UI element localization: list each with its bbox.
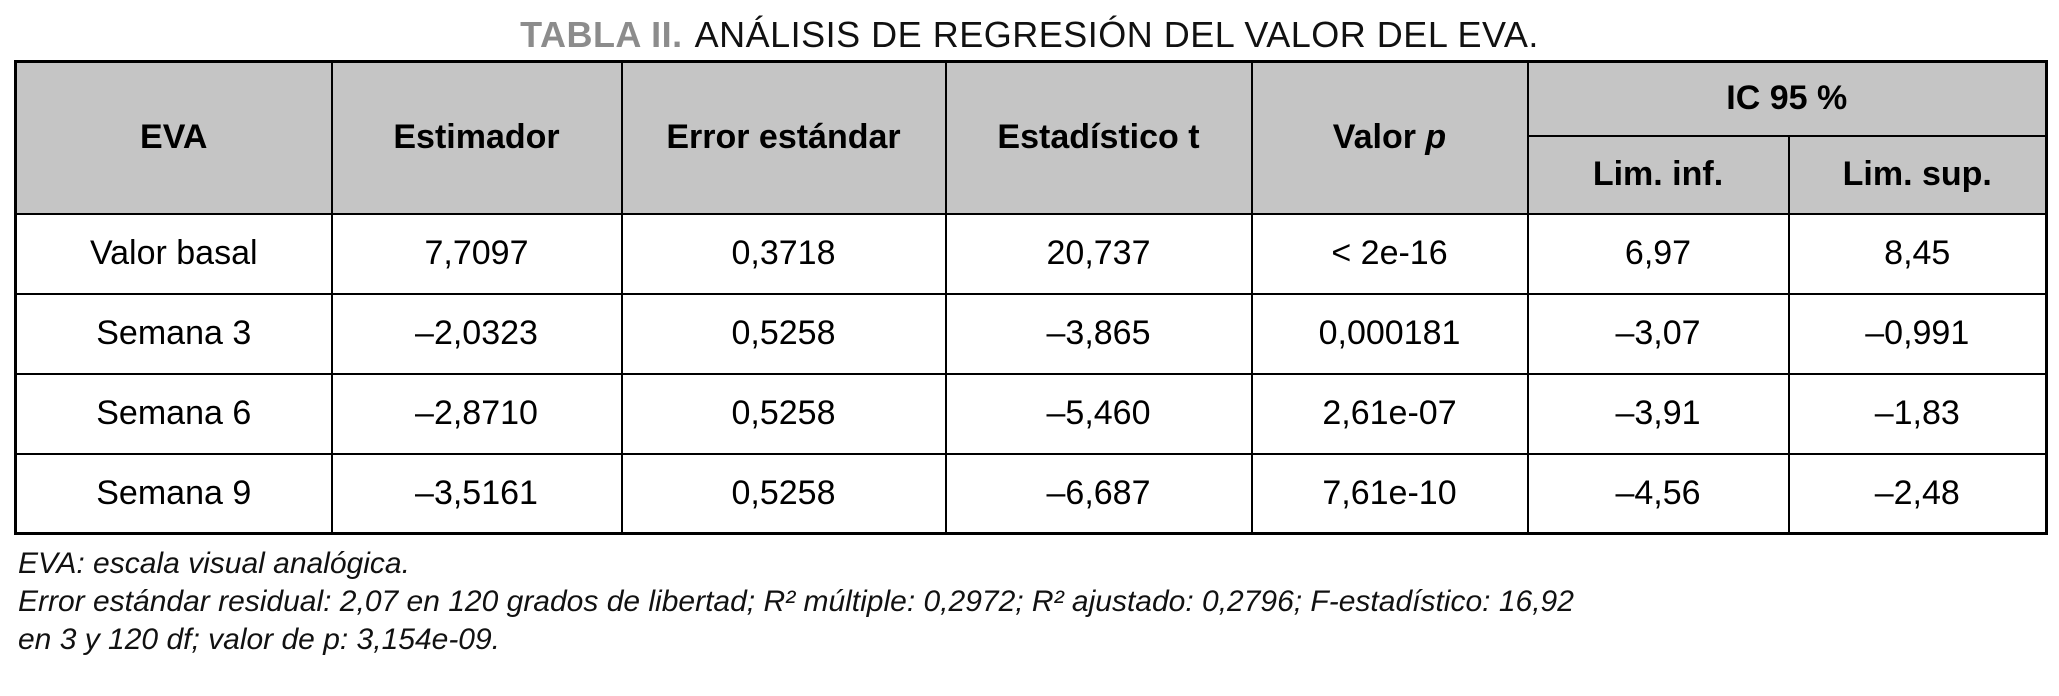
row-label: Valor basal: [14, 212, 333, 295]
cell-error-estandar: 0,5258: [620, 372, 947, 455]
cell-valor-p: 2,61e-07: [1250, 372, 1529, 455]
col-header-estimador: Estimador: [330, 60, 623, 215]
cell-estadistico-t: –6,687: [944, 452, 1253, 535]
col-header-estadistico-t: Estadístico t: [944, 60, 1253, 215]
cell-estimador: –3,5161: [330, 452, 623, 535]
cell-estimador: –2,0323: [330, 292, 623, 375]
row-label: Semana 9: [14, 452, 333, 535]
cell-lim-inf: –4,56: [1526, 452, 1790, 535]
table-row-semana-9: Semana 9 –3,5161 0,5258 –6,687 7,61e-10 …: [14, 452, 2048, 535]
cell-valor-p: 7,61e-10: [1250, 452, 1529, 535]
cell-estimador: –2,8710: [330, 372, 623, 455]
col-header-valor-p: Valor p: [1250, 60, 1529, 215]
cell-lim-inf: –3,91: [1526, 372, 1790, 455]
table-title: TABLA II. ANÁLISIS DE REGRESIÓN DEL VALOR…: [14, 0, 2045, 60]
regression-table: EVA Estimador Error estándar Estadístico…: [14, 60, 2049, 535]
cell-error-estandar: 0,5258: [620, 452, 947, 535]
valor-p-symbol: p: [1425, 118, 1447, 157]
table-row-semana-3: Semana 3 –2,0323 0,5258 –3,865 0,000181 …: [14, 292, 2048, 375]
cell-valor-p: < 2e-16: [1250, 212, 1529, 295]
col-header-error-estandar: Error estándar: [620, 60, 947, 215]
col-header-eva: EVA: [14, 60, 333, 215]
table-row-valor-basal: Valor basal 7,7097 0,3718 20,737 < 2e-16…: [14, 212, 2048, 295]
table-title-number: TABLA II.: [520, 14, 683, 55]
valor-p-prefix: Valor: [1332, 118, 1416, 157]
col-header-lim-inf: Lim. inf.: [1526, 134, 1790, 215]
cell-estimador: 7,7097: [330, 212, 623, 295]
table-header: EVA Estimador Error estándar Estadístico…: [14, 60, 2048, 215]
row-label: Semana 3: [14, 292, 333, 375]
footnote-abbreviation: EVA: escala visual analógica.: [18, 547, 410, 580]
footnote-statistics-line1: Error estándar residual: 2,07 en 120 gra…: [18, 585, 1574, 618]
cell-estadistico-t: 20,737: [944, 212, 1253, 295]
cell-lim-inf: 6,97: [1526, 212, 1790, 295]
cell-lim-sup: 8,45: [1787, 212, 2048, 295]
table-row-semana-6: Semana 6 –2,8710 0,5258 –5,460 2,61e-07 …: [14, 372, 2048, 455]
cell-lim-sup: –0,991: [1787, 292, 2048, 375]
cell-error-estandar: 0,3718: [620, 212, 947, 295]
table-footnotes: EVA: escala visual analógica. Error está…: [18, 545, 2048, 659]
table-body: Valor basal 7,7097 0,3718 20,737 < 2e-16…: [14, 212, 2048, 535]
cell-error-estandar: 0,5258: [620, 292, 947, 375]
cell-estadistico-t: –3,865: [944, 292, 1253, 375]
row-label: Semana 6: [14, 372, 333, 455]
col-header-lim-sup: Lim. sup.: [1787, 134, 2048, 215]
table-title-text: ANÁLISIS DE REGRESIÓN DEL VALOR DEL EVA.: [694, 14, 1539, 55]
cell-lim-sup: –1,83: [1787, 372, 2048, 455]
col-header-ic95: IC 95 %: [1526, 60, 2048, 137]
footnote-statistics-line2: en 3 y 120 df; valor de p: 3,154e-09.: [18, 623, 501, 656]
cell-estadistico-t: –5,460: [944, 372, 1253, 455]
cell-lim-inf: –3,07: [1526, 292, 1790, 375]
cell-valor-p: 0,000181: [1250, 292, 1529, 375]
cell-lim-sup: –2,48: [1787, 452, 2048, 535]
